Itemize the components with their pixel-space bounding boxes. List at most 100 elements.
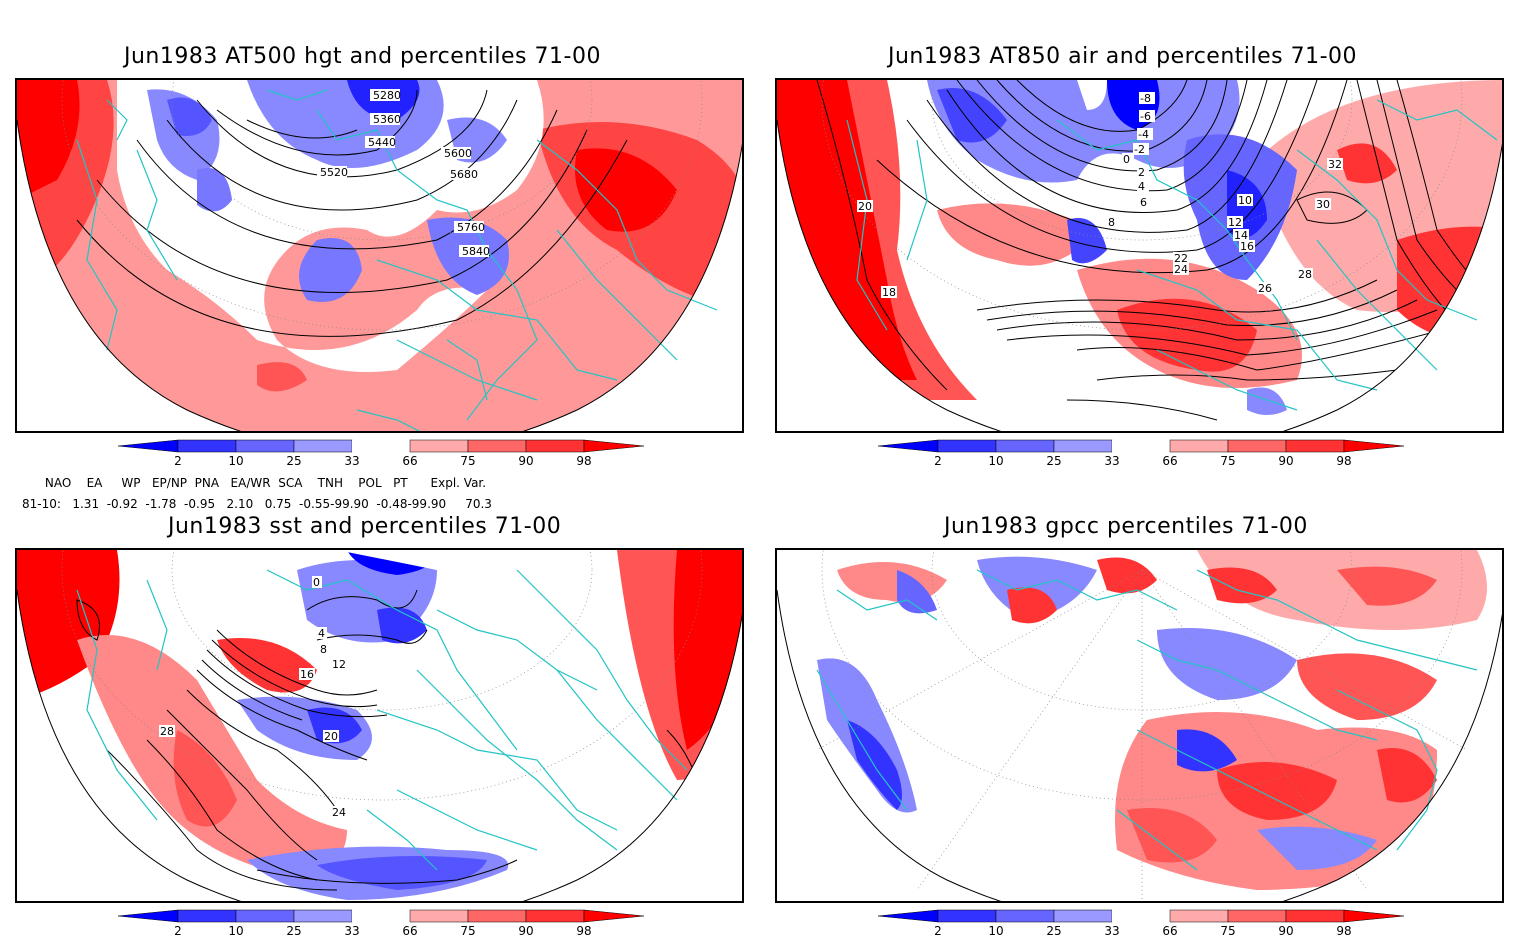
colorbar-swatch <box>352 440 410 452</box>
colorbar-swatch <box>293 909 353 923</box>
contour-label: 22 <box>1174 252 1188 265</box>
graticule <box>61 80 703 331</box>
contour-label: 24 <box>1174 263 1188 276</box>
contour-labels: 5280 5360 5440 5520 5600 5680 5760 5840 <box>317 89 490 258</box>
contour-label: 28 <box>160 725 174 738</box>
colorbar-swatch <box>877 439 939 453</box>
colorbar-label: 98 <box>1336 454 1351 468</box>
colorbar-labels: 2 10 25 33 66 75 90 98 <box>934 924 1351 938</box>
map-boundary <box>777 119 1502 431</box>
map-boundary <box>777 589 1502 901</box>
sst-contours <box>76 589 698 891</box>
map-hgt500: 5280 5360 5440 5520 5600 5680 5760 5840 <box>15 78 744 433</box>
colorbar-swatch <box>583 909 645 923</box>
graticule <box>816 550 1468 901</box>
map-gpcc <box>775 548 1504 903</box>
colorbar-swatch <box>177 909 237 923</box>
colorbar-swatches <box>877 909 1405 923</box>
contour-label: 16 <box>1240 240 1254 253</box>
contour-label: 5680 <box>450 168 478 181</box>
contour-label: 5520 <box>320 166 348 179</box>
map-boundary <box>17 119 742 431</box>
colorbar-label: 10 <box>228 924 243 938</box>
colorbar-label: 66 <box>1162 454 1177 468</box>
colorbar-swatch <box>525 439 585 453</box>
colorbar-label: 2 <box>934 924 942 938</box>
contour-label: 5280 <box>373 89 401 102</box>
contour-label: 20 <box>858 200 872 213</box>
contour-label: 26 <box>1258 282 1272 295</box>
contour-label: 30 <box>1316 198 1330 211</box>
colorbar-swatch <box>995 909 1055 923</box>
colorbar-swatch <box>467 909 527 923</box>
contour-label: 5440 <box>368 136 396 149</box>
colorbar-label: 90 <box>1278 454 1293 468</box>
colorbar-labels: 2 10 25 33 66 75 90 98 <box>174 924 591 938</box>
contour-label: 10 <box>1238 194 1252 207</box>
contour-label: 28 <box>1298 268 1312 281</box>
contour-label: 4 <box>1138 180 1145 193</box>
contour-label: 16 <box>300 668 314 681</box>
contour-label: -2 <box>1134 143 1145 156</box>
colorbar-label: 66 <box>402 454 417 468</box>
colorbar-swatch <box>117 439 179 453</box>
panel-title-hgt500: Jun1983 AT500 hgt and percentiles 71-00 <box>124 44 601 69</box>
contour-labels: -8 -6 -4 -2 0 2 4 6 8 10 12 14 16 18 20 … <box>857 92 1343 299</box>
colorbar-label: 75 <box>460 454 475 468</box>
contour-label: -6 <box>1140 110 1151 123</box>
colorbar-air850: 2 10 25 33 66 75 90 98 <box>877 439 1405 468</box>
coastlines <box>846 99 1498 411</box>
colorbar-swatch <box>1285 439 1345 453</box>
colorbar-label: 98 <box>576 924 591 938</box>
colorbar-swatch <box>937 909 997 923</box>
graticule <box>61 550 703 801</box>
colorbar-label: 33 <box>1104 454 1119 468</box>
contour-labels: 0 4 8 12 16 20 24 28 <box>159 576 347 819</box>
graticule <box>821 80 1463 331</box>
colorbar-label: 2 <box>174 454 182 468</box>
map-air850: -8 -6 -4 -2 0 2 4 6 8 10 12 14 16 18 20 … <box>775 78 1504 433</box>
contour-label: 14 <box>1234 229 1248 242</box>
contour-label: 8 <box>1108 216 1115 229</box>
map-boundary <box>17 589 742 901</box>
contour-label: 18 <box>882 286 896 299</box>
indices-header: NAO EA WP EP/NP PNA EA/WR SCA TNH POL PT… <box>22 476 487 490</box>
colorbar-labels: 2 10 25 33 66 75 90 98 <box>934 454 1351 468</box>
colorbar-swatch <box>995 439 1055 453</box>
contour-label: 5760 <box>457 221 485 234</box>
colorbar-sst: 2 10 25 33 66 75 90 98 <box>117 909 645 938</box>
contour-label: 0 <box>1123 153 1130 166</box>
colorbar-swatch <box>1343 909 1405 923</box>
colorbar-swatch <box>1169 909 1229 923</box>
colorbar-hgt500: 2 10 25 33 66 75 90 98 <box>117 439 645 468</box>
contour-label: 8 <box>320 643 327 656</box>
colorbar-label: 98 <box>1336 924 1351 938</box>
percentile-shading <box>17 80 742 431</box>
colorbar-swatch <box>1053 439 1113 453</box>
colorbar-swatch <box>1343 439 1405 453</box>
colorbar-swatch <box>1169 439 1229 453</box>
panel-title-gpcc: Jun1983 gpcc percentiles 71-00 <box>944 514 1308 539</box>
colorbar-swatch <box>1227 439 1287 453</box>
contour-label: 5840 <box>462 245 490 258</box>
colorbar-label: 25 <box>286 924 301 938</box>
percentile-shading <box>777 80 1502 431</box>
contour-label: 5360 <box>373 113 401 126</box>
contour-label: 2 <box>1138 166 1145 179</box>
colorbar-label: 90 <box>518 454 533 468</box>
colorbar-label: 33 <box>344 924 359 938</box>
colorbar-label: 75 <box>1220 454 1235 468</box>
colorbar-label: 75 <box>1220 924 1235 938</box>
colorbar-label: 25 <box>1046 924 1061 938</box>
colorbar-swatch <box>293 439 353 453</box>
colorbar-swatch <box>467 439 527 453</box>
percentile-shading <box>777 550 1502 901</box>
colorbar-label: 66 <box>402 924 417 938</box>
contour-label: 5600 <box>444 147 472 160</box>
colorbar-label: 10 <box>988 924 1003 938</box>
colorbar-swatch <box>409 439 469 453</box>
colorbar-swatch <box>235 909 295 923</box>
coastlines <box>816 569 1478 871</box>
panel-title-sst: Jun1983 sst and percentiles 71-00 <box>168 514 562 539</box>
colorbar-label: 10 <box>988 454 1003 468</box>
